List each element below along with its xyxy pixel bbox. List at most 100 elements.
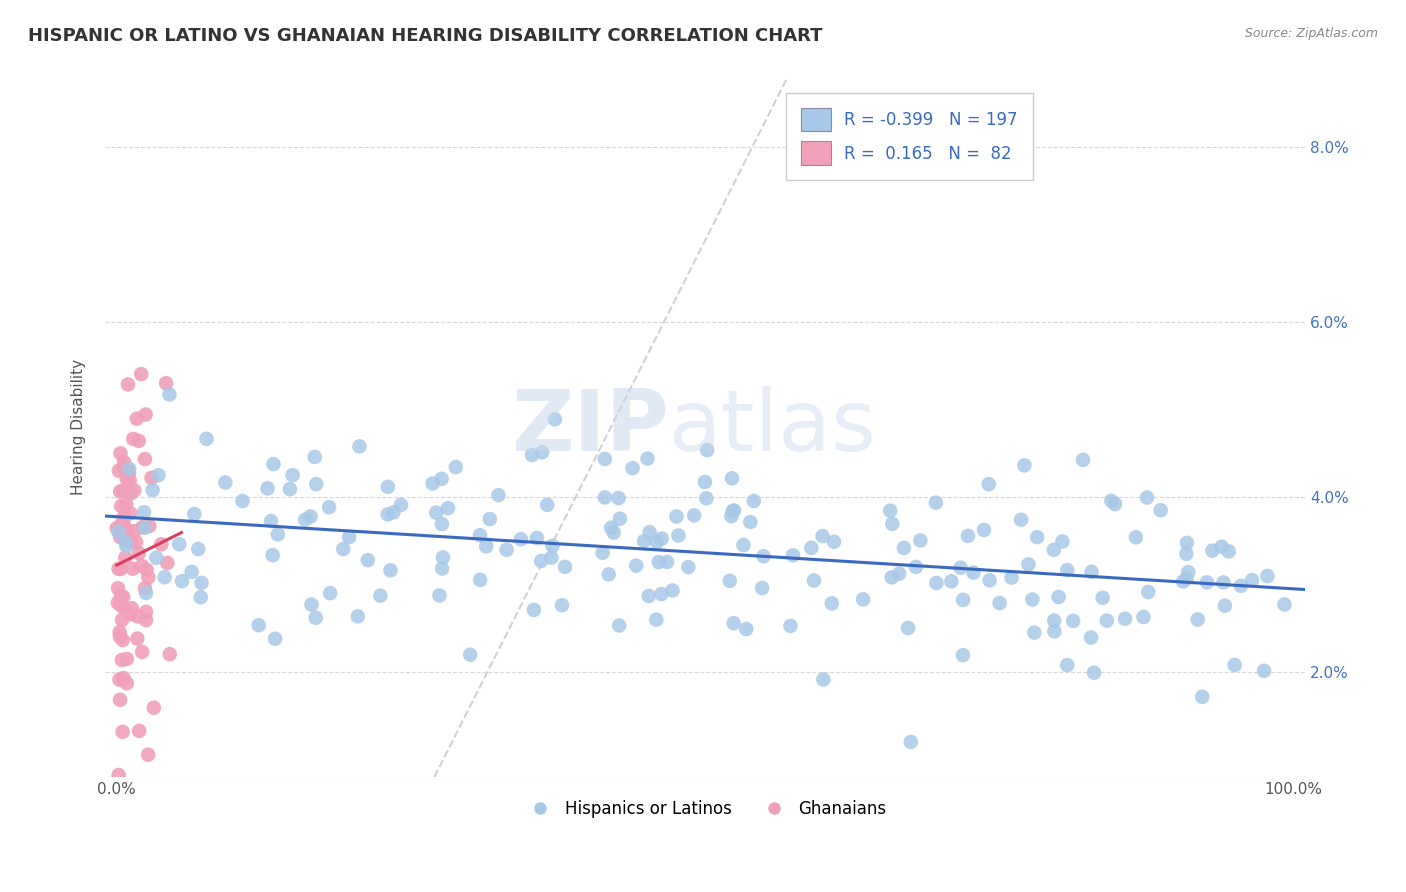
Point — [1253, 664, 1275, 678]
Point — [696, 443, 718, 458]
Point — [683, 508, 706, 523]
Point — [107, 581, 129, 595]
Point — [108, 464, 131, 478]
Point — [531, 445, 554, 459]
Text: HISPANIC OR LATINO VS GHANAIAN HEARING DISABILITY CORRELATION CHART: HISPANIC OR LATINO VS GHANAIAN HEARING D… — [28, 27, 823, 45]
Point — [648, 555, 671, 569]
Point — [120, 486, 142, 500]
Point — [626, 558, 648, 573]
Point — [887, 566, 910, 581]
Point — [536, 498, 558, 512]
Point — [1043, 614, 1066, 628]
Point — [125, 535, 148, 549]
Point — [811, 529, 834, 543]
Point — [377, 480, 399, 494]
Point — [132, 505, 155, 519]
Point — [112, 671, 135, 685]
Point — [145, 550, 167, 565]
Point — [112, 460, 135, 475]
Point — [125, 411, 148, 425]
Point — [357, 553, 380, 567]
Point — [114, 534, 136, 549]
Point — [988, 596, 1011, 610]
Point — [131, 520, 153, 534]
Point — [214, 475, 236, 490]
Point — [114, 550, 136, 565]
Point — [1047, 590, 1070, 604]
Point — [723, 616, 745, 631]
Point — [678, 560, 700, 574]
Point — [1026, 530, 1049, 544]
Point — [437, 501, 460, 516]
Point — [134, 452, 156, 467]
Point — [190, 591, 212, 605]
Point — [520, 448, 543, 462]
Point — [131, 645, 153, 659]
Point — [429, 589, 451, 603]
Point — [135, 613, 157, 627]
Point — [661, 583, 683, 598]
Point — [256, 482, 278, 496]
Point — [135, 605, 157, 619]
Point — [668, 528, 690, 542]
Point — [122, 432, 145, 446]
Point — [108, 625, 131, 640]
Point — [879, 503, 901, 517]
Point — [128, 546, 150, 560]
Point — [541, 539, 564, 553]
Point — [735, 622, 758, 636]
Point — [281, 468, 304, 483]
Point — [128, 434, 150, 448]
Point — [779, 619, 801, 633]
Point — [260, 514, 283, 528]
Point — [1104, 497, 1126, 511]
Point — [112, 455, 135, 469]
Point — [117, 532, 139, 546]
Point — [695, 491, 717, 506]
Point — [380, 563, 402, 577]
Point — [468, 573, 491, 587]
Point — [1218, 544, 1240, 558]
Point — [1177, 565, 1199, 579]
Point — [112, 518, 135, 533]
Point — [952, 593, 974, 607]
Point — [600, 521, 623, 535]
Point — [127, 609, 149, 624]
Point — [231, 494, 253, 508]
Point — [118, 466, 141, 480]
Point — [592, 546, 614, 560]
Point — [267, 527, 290, 541]
Point — [138, 519, 160, 533]
Point — [1000, 571, 1022, 585]
Point — [458, 648, 481, 662]
Point — [1187, 613, 1209, 627]
Point — [349, 439, 371, 453]
Point — [262, 457, 284, 471]
Point — [120, 506, 142, 520]
Point — [148, 468, 170, 483]
Point — [305, 477, 328, 491]
Point — [495, 542, 517, 557]
Point — [127, 632, 149, 646]
Point — [118, 462, 141, 476]
Point — [718, 574, 741, 588]
Point — [880, 570, 903, 584]
Point — [1211, 540, 1233, 554]
Point — [135, 408, 157, 422]
Point — [554, 560, 576, 574]
Point — [1024, 625, 1046, 640]
Point — [1056, 658, 1078, 673]
Point — [782, 549, 804, 563]
Point — [1241, 573, 1264, 587]
Point — [337, 530, 360, 544]
Point — [444, 460, 467, 475]
Point — [1052, 534, 1074, 549]
Point — [108, 484, 131, 499]
Point — [167, 537, 190, 551]
Point — [129, 367, 152, 381]
Point — [602, 525, 624, 540]
Point — [294, 512, 316, 526]
Point — [949, 560, 972, 574]
Point — [110, 599, 132, 613]
Point — [1071, 453, 1094, 467]
